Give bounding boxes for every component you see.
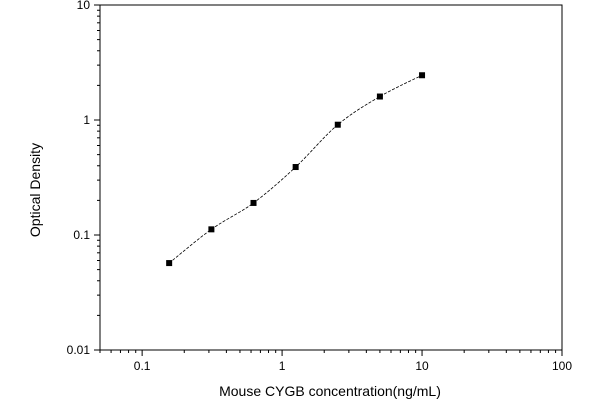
y-tick-label: 1	[83, 113, 90, 127]
data-point	[292, 164, 299, 171]
ticks: 0.1 1 10 100 0.01 0.1 1 10	[67, 0, 573, 373]
data-point	[419, 72, 426, 79]
plot-frame	[99, 4, 563, 351]
y-tick-label: 0.1	[73, 228, 90, 242]
data-point	[208, 226, 215, 233]
data-point	[250, 199, 257, 206]
x-tick-label: 1	[279, 359, 286, 373]
x-tick-label: 100	[552, 359, 572, 373]
x-tick-label: 10	[415, 359, 429, 373]
x-tick-label: 0.1	[134, 359, 151, 373]
data-points	[166, 72, 426, 267]
data-point	[334, 121, 341, 128]
data-point	[376, 93, 383, 100]
y-tick-label: 0.01	[67, 343, 91, 357]
x-axis-title: Mouse CYGB concentration(ng/mL)	[219, 383, 441, 399]
y-tick-label: 10	[77, 0, 91, 12]
data-point	[166, 260, 173, 267]
y-axis-title: Optical Density	[27, 143, 43, 237]
axes	[99, 4, 563, 351]
